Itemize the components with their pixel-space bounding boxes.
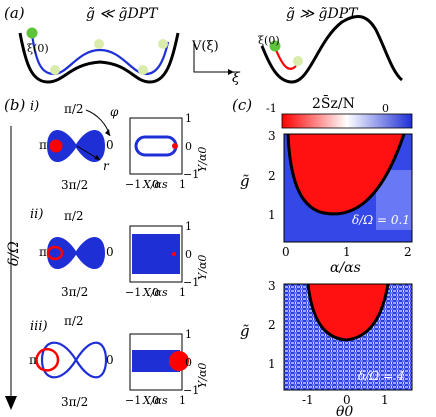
x-tick: 1 [179, 178, 186, 191]
y-axis-label: Y/α0 [196, 255, 209, 280]
y-tick: 1 [185, 220, 192, 233]
heatmap-bottom [283, 283, 413, 391]
y-tick: 0 [185, 248, 192, 261]
x-axis-label: X/αs [142, 286, 168, 299]
axes-arrow [193, 42, 234, 73]
row-ii-bottom: 3π/2 [61, 285, 88, 299]
x-tick: −1 [125, 394, 141, 407]
x-axis-label: X/αs [142, 394, 168, 407]
c-top-x-tick: 0 [282, 245, 290, 259]
x-tick: 0 [152, 178, 159, 191]
x-tick: 1 [179, 286, 186, 299]
c-bot-annotation: δ/Ω = 4 [358, 369, 405, 383]
y-tick: 1 [185, 112, 192, 125]
c-bot-y-tick: 3 [268, 279, 276, 293]
x-tick: 0 [152, 286, 159, 299]
phase-portrait-iii [35, 341, 108, 379]
y-tick: 0 [185, 356, 192, 369]
marker-dot [94, 39, 104, 49]
c-bot-x-tick: 0 [343, 393, 351, 407]
colorbar-tick: 0 [382, 102, 389, 115]
xy-plot-ii [129, 225, 183, 283]
xi0-label-right: ξ(0) [258, 34, 280, 47]
y-tick: −1 [183, 276, 199, 289]
row-i-top: π/2 [64, 102, 84, 116]
c-top-x-tick: 2 [404, 245, 412, 259]
panel-a-left-title: g̃ ≪ g̃DPT [86, 6, 159, 22]
colorbar [281, 113, 413, 129]
phase-portrait-ii [46, 237, 106, 269]
c-bot-y-tick: 1 [268, 357, 276, 371]
row-i-tag: i) [30, 99, 39, 114]
c-bot-y-label: g̃ [240, 322, 250, 340]
marker-dot [158, 39, 168, 49]
colorbar-tick: -1 [266, 102, 277, 115]
x-tick: 1 [179, 394, 186, 407]
row-iii-top: π/2 [64, 314, 84, 328]
phase-portrait-i [46, 109, 111, 162]
single-well-potential [260, 14, 404, 84]
panel-a-label: (a) [4, 4, 25, 22]
x-tick: −1 [125, 178, 141, 191]
y-axis-label: Y/α0 [196, 147, 209, 172]
heatmap-top [283, 133, 413, 243]
initial-point-left [26, 27, 38, 39]
colorbar-title: 2S̄z/N [312, 94, 355, 112]
row-i-right: 0 [106, 138, 114, 152]
row-i-left: π [39, 138, 47, 152]
c-top-x-label: α/αs [330, 260, 361, 276]
row-iii-left: π [29, 353, 37, 367]
c-bot-x-tick: 1 [381, 393, 389, 407]
c-top-y-tick: 3 [268, 129, 276, 143]
r-label: r [103, 159, 110, 173]
trajectory-right [274, 49, 297, 70]
row-iii-tag: iii) [30, 319, 48, 334]
double-well-potential [18, 32, 180, 84]
xi0-label-left: ξ(0) [27, 42, 49, 55]
v-axis-label: V(ξ) [191, 39, 219, 54]
row-iii-right: 0 [106, 353, 114, 367]
panel-b-label: (b) [4, 96, 25, 114]
panel-a-right-title: g̃ ≫ g̃DPT [286, 6, 359, 22]
panel-c-label: (c) [232, 96, 252, 114]
delta-arrowhead [5, 396, 17, 410]
marker-dot [138, 65, 148, 75]
row-ii-top: π/2 [64, 209, 84, 223]
row-ii-left: π [39, 245, 47, 259]
xy-plot-i [129, 117, 183, 175]
xi-axis-label: ξ [232, 70, 241, 86]
c-top-annotation: δ/Ω = 0.1 [352, 213, 410, 227]
row-ii-right: 0 [106, 245, 114, 259]
trajectory-left [30, 33, 170, 76]
c-bot-y-tick: 2 [268, 318, 276, 332]
xy-plot-iii [129, 333, 189, 391]
y-tick: −1 [183, 168, 199, 181]
phi-label: φ [110, 105, 119, 119]
x-axis-label: X/αs [142, 178, 168, 191]
c-top-y-label: g̃ [240, 172, 250, 190]
c-top-y-tick: 2 [268, 169, 276, 183]
row-iii-bottom: 3π/2 [61, 395, 88, 409]
xi-arrowhead [228, 69, 234, 75]
initial-point-right [269, 40, 281, 52]
c-top-x-tick: 1 [343, 245, 351, 259]
row-i-bottom: 3π/2 [61, 178, 88, 192]
c-bot-x-tick: -1 [302, 393, 314, 407]
delta-axis-label: δ/Ω [6, 241, 22, 266]
y-tick: 0 [185, 140, 192, 153]
row-ii-tag: ii) [30, 207, 43, 222]
c-top-y-tick: 1 [268, 208, 276, 222]
y-tick: −1 [183, 384, 199, 397]
c-bot-x-label: θ0 [336, 404, 353, 417]
y-axis-label: Y/α0 [196, 363, 209, 388]
marker-dot [50, 65, 60, 75]
x-tick: 0 [152, 394, 159, 407]
x-tick: −1 [125, 286, 141, 299]
marker-dot [293, 56, 303, 66]
y-tick: 1 [185, 328, 192, 341]
